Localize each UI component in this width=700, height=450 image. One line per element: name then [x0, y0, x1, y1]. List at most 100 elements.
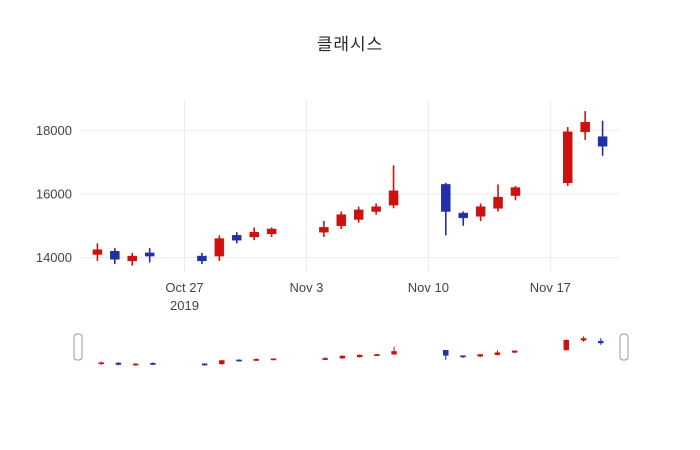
candlestick-mini	[460, 355, 466, 359]
range-slider-handle-right[interactable]	[619, 333, 629, 361]
candle-body	[249, 231, 259, 238]
candle-body	[197, 255, 207, 262]
candle-body	[201, 363, 208, 366]
x-tick-label: Nov 3	[289, 280, 323, 295]
candlestick-main	[493, 184, 503, 212]
candlestick-mini	[494, 350, 501, 356]
candlestick-main	[475, 203, 486, 222]
candlestick-mini	[270, 358, 277, 361]
y-tick-label: 14000	[36, 250, 72, 265]
candlestick-main	[353, 206, 364, 223]
candle-body	[388, 190, 399, 206]
candle-body	[494, 352, 501, 356]
candle-body	[597, 136, 608, 147]
candle-body	[475, 206, 486, 217]
candlestick-main	[441, 182, 451, 236]
candle-body	[214, 238, 225, 257]
candle-body	[322, 358, 328, 360]
candle-body	[493, 196, 503, 209]
candlestick-main	[562, 127, 573, 186]
x-tick-label: Nov 10	[408, 280, 449, 295]
candle-body	[110, 251, 120, 260]
y-tick-label: 18000	[36, 123, 72, 138]
candle-body	[144, 252, 155, 257]
candlestick-mini	[322, 357, 328, 361]
candle-body	[270, 358, 277, 361]
candle-body	[236, 359, 242, 362]
candlestick-mini	[150, 362, 156, 366]
candle-body	[336, 214, 347, 227]
candle-body	[458, 212, 468, 219]
candlestick-mini	[356, 354, 363, 358]
chart-title: 클래시스	[316, 35, 384, 54]
candlestick-main	[510, 186, 521, 201]
candle-body	[563, 339, 570, 351]
candle-body	[219, 360, 225, 365]
candle-body	[150, 363, 156, 365]
candle-body	[477, 354, 483, 357]
candle-body	[319, 227, 329, 233]
candle-body	[460, 355, 466, 358]
candlestick-mini	[563, 339, 570, 351]
candle-body	[92, 249, 103, 255]
y-tick-label: 16000	[36, 186, 72, 201]
candle-body	[353, 209, 364, 220]
candlestick-mini	[236, 359, 242, 362]
candlestick-mini	[132, 363, 139, 366]
candlestick-mini	[98, 361, 104, 365]
candle-body	[511, 350, 518, 353]
candlestick-main	[336, 211, 347, 229]
candle-body	[510, 187, 521, 196]
candlestick-main	[197, 252, 207, 265]
candle-body	[339, 355, 346, 359]
candlestick-main	[597, 120, 608, 156]
range-slider-track[interactable]	[78, 333, 624, 369]
candlestick-main	[110, 248, 120, 265]
candle-body	[253, 359, 260, 361]
candle-body	[562, 131, 573, 184]
candlestick-main	[319, 221, 329, 237]
candlestick-main	[580, 111, 590, 140]
candle-body	[98, 362, 104, 365]
candle-body	[266, 228, 277, 235]
candle-body	[115, 362, 122, 365]
candle-body	[441, 184, 451, 212]
x-tick-sublabel: 2019	[170, 298, 199, 313]
candlestick-mini	[511, 350, 518, 354]
x-tick-label: Oct 27	[165, 280, 203, 295]
x-tick-label: Nov 17	[530, 280, 571, 295]
candle-body	[391, 351, 397, 355]
candlestick-mini	[339, 355, 346, 359]
candlestick-main	[214, 235, 225, 261]
candlestick-main	[144, 248, 155, 263]
candlestick-main	[458, 211, 468, 226]
candlestick-main	[127, 252, 138, 266]
candlestick-mini	[477, 353, 483, 358]
candle-body	[371, 206, 381, 212]
candle-body	[374, 354, 380, 356]
candle-body	[598, 340, 604, 344]
candlestick-mini	[442, 349, 449, 360]
candlestick-main	[266, 227, 277, 237]
candlestick-main	[232, 232, 242, 244]
candle-body	[580, 338, 587, 341]
candlestick-main	[388, 165, 399, 209]
candlestick-mini	[598, 338, 604, 345]
candlestick-mini	[253, 358, 260, 361]
candle-body	[127, 255, 138, 262]
candlestick-mini	[580, 336, 587, 342]
candle-body	[442, 349, 449, 356]
candlestick-mini	[374, 353, 380, 356]
candlestick-mini	[201, 363, 208, 366]
candlestick-mini	[219, 359, 225, 365]
candle-body	[580, 122, 590, 133]
candlestick-main	[249, 227, 259, 241]
candlestick-mini	[391, 346, 397, 355]
candle-body	[132, 363, 139, 366]
candle-body	[356, 354, 363, 358]
range-slider-handle-left[interactable]	[73, 333, 83, 361]
candlestick-main	[371, 203, 381, 215]
candlestick-mini	[115, 362, 122, 366]
